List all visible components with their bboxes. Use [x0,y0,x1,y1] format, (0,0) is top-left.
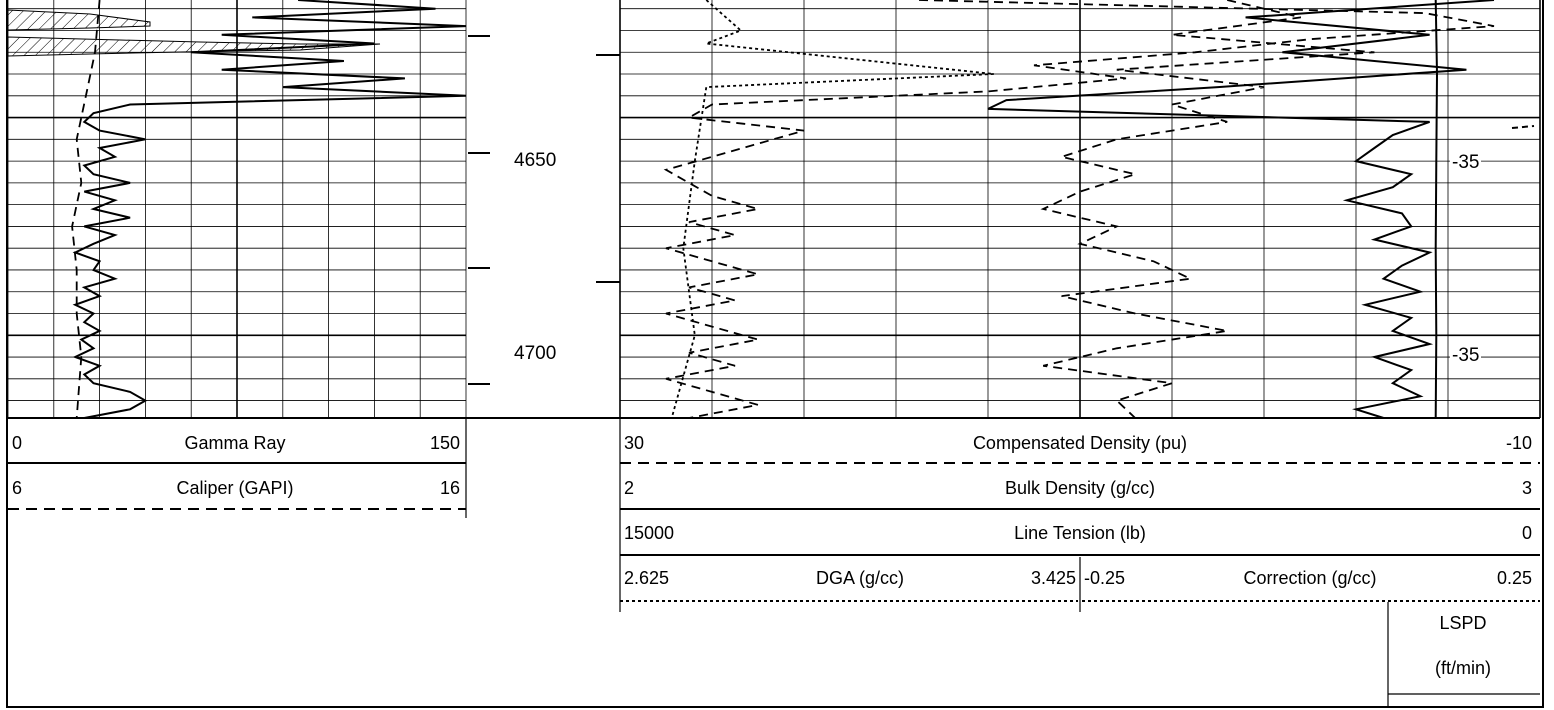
line-tension-min: 15000 [624,523,675,543]
tension-marker-label-2: -35 [1450,345,1482,367]
curve-layer [71,0,1495,419]
curve-correction-g-cc [1040,0,1375,419]
curve-line-tension-lb [1434,0,1439,419]
comp-density-max: -10 [1505,433,1532,453]
header-lines [8,417,1540,706]
bulk-density-max: 3 [1521,478,1532,498]
curve-compensated-density-pu [663,0,1495,419]
curve-dga-g-cc [670,0,994,419]
grid-layer [7,0,1541,418]
dga-title: DGA (g/cc) [815,568,904,588]
tension-marker-label-1: -35 [1450,152,1482,174]
correction-min: -0.25 [1084,568,1126,588]
dga-max: 3.425 [1030,568,1076,588]
correction-title: Correction (g/cc) [1243,568,1377,588]
line-tension-title: Line Tension (lb) [1014,523,1146,543]
tension-tick-1 [1511,125,1535,129]
line-tension-max: 0 [1521,523,1532,543]
log-frame [6,0,1544,708]
gamma-ray-max: 150 [429,433,460,453]
curve-gamma-ray [72,0,467,419]
caliper-washout-fill-1 [7,9,151,31]
depth-label-4650: 4650 [514,150,557,171]
bulk-density-title: Bulk Density (g/cc) [1004,478,1156,498]
gamma-ray-title: Gamma Ray [184,433,286,453]
gamma-ray-min: 0 [12,433,23,453]
curve-bulk-density-g-cc [987,0,1495,419]
caliper-max: 16 [439,478,460,498]
comp-density-min: 30 [624,433,645,453]
depth-tick-layer [468,35,1535,385]
bulk-density-min: 2 [624,478,635,498]
caliper-washout-fill-2 [7,36,381,57]
comp-density-title: Compensated Density (pu) [972,433,1188,453]
depth-label-4700: 4700 [514,343,557,364]
curve-caliper-gapi [71,0,101,419]
caliper-title: Caliper (GAPI) [176,478,294,498]
caliper-min: 6 [12,478,23,498]
lspd-title: LSPD [1439,613,1487,633]
lspd-unit: (ft/min) [1435,658,1491,678]
dga-min: 2.625 [624,568,670,588]
correction-max: 0.25 [1496,568,1532,588]
